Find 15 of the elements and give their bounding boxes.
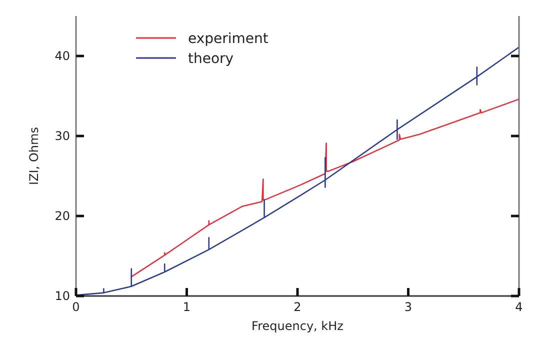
line-series (75, 46, 520, 296)
y-axis-title: IZI, Ohms (27, 127, 41, 185)
x-tick-label: 1 (182, 300, 191, 314)
x-axis-title: Frequency, kHz (252, 319, 344, 333)
x-tick-label: 3 (404, 300, 412, 314)
y-tick-label: 10 (54, 289, 70, 303)
y-tick-label: 30 (54, 129, 70, 143)
y-tick-label: 20 (54, 209, 70, 223)
legend-label: theory (188, 51, 234, 67)
line-series (130, 98, 520, 278)
legend-label: experiment (188, 31, 269, 47)
x-tick-label: 0 (72, 300, 80, 314)
y-tick-label: 40 (54, 49, 70, 63)
x-tick-label: 2 (294, 300, 302, 314)
x-tick-label: 4 (515, 300, 523, 314)
